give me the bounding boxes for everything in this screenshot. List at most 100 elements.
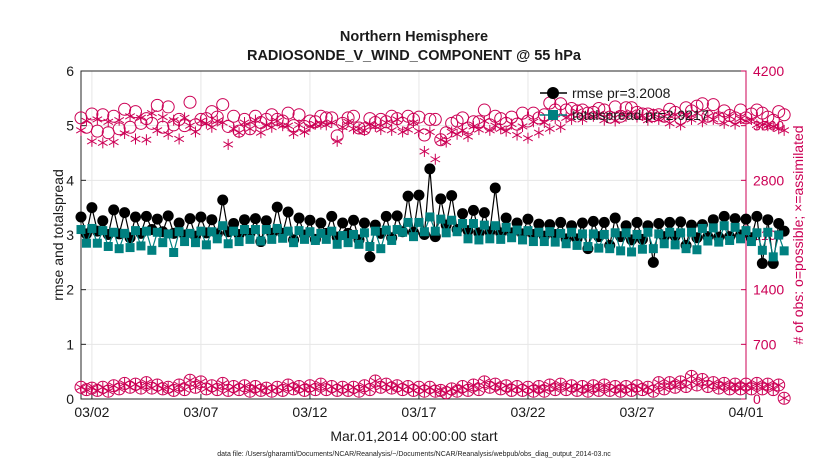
- asterisk-stroke: [648, 110, 659, 118]
- data-point: [348, 214, 360, 226]
- data-point: [588, 380, 599, 392]
- asterisk-stroke: [125, 113, 136, 120]
- data-point: [713, 109, 724, 121]
- data-point: [598, 216, 610, 228]
- data-point: [184, 213, 196, 225]
- y-left-tick-label: 4: [66, 172, 74, 188]
- data-point: [436, 214, 446, 224]
- data-point: [648, 244, 658, 254]
- asterisk-stroke: [419, 388, 430, 395]
- data-point: [458, 219, 468, 229]
- data-point: [419, 227, 429, 237]
- asterisk-stroke: [702, 383, 713, 390]
- data-point: [96, 108, 110, 122]
- data-point: [681, 110, 692, 122]
- asterisk-stroke: [294, 383, 305, 390]
- data-point: [359, 124, 370, 136]
- data-point: [238, 379, 252, 393]
- data-point: [212, 384, 223, 396]
- data-point: [626, 106, 637, 118]
- asterisk-stroke: [697, 118, 708, 125]
- data-point: [161, 100, 175, 114]
- asterisk-stroke: [135, 114, 146, 122]
- data-point: [495, 123, 506, 135]
- data-point: [266, 385, 277, 397]
- series-line: [80, 215, 785, 258]
- legend-spread-label: totalspread pr=2.9217: [572, 107, 709, 123]
- asterisk-stroke: [370, 377, 381, 385]
- y-axis-left-label: rmse and totalspread: [50, 169, 66, 301]
- data-point: [276, 383, 290, 397]
- asterisk-stroke: [664, 379, 675, 386]
- data-point: [185, 228, 195, 238]
- asterisk-stroke: [190, 128, 201, 136]
- x-tick-label: 03/17: [401, 404, 436, 420]
- data-point: [647, 256, 659, 268]
- x-tick-label: 03/02: [74, 404, 109, 420]
- data-point: [81, 238, 91, 248]
- data-point: [321, 234, 331, 244]
- legend-spread-marker: [548, 110, 558, 120]
- asterisk-stroke: [419, 148, 430, 155]
- data-point: [364, 384, 375, 396]
- data-point: [736, 234, 746, 244]
- data-point: [245, 234, 255, 244]
- asterisk-stroke: [495, 125, 506, 132]
- asterisk-stroke: [779, 395, 790, 402]
- data-point: [326, 117, 337, 129]
- asterisk-stroke: [441, 389, 452, 396]
- asterisk-stroke: [130, 135, 141, 143]
- data-point: [174, 379, 185, 391]
- data-point: [326, 381, 337, 393]
- asterisk-stroke: [522, 134, 533, 142]
- asterisk-stroke: [212, 386, 223, 393]
- asterisk-stroke: [719, 380, 730, 387]
- asterisk-stroke: [234, 386, 245, 393]
- asterisk-stroke: [544, 381, 555, 389]
- data-point: [205, 105, 219, 119]
- data-point: [283, 379, 294, 391]
- data-point: [304, 214, 316, 226]
- asterisk-stroke: [599, 117, 610, 124]
- asterisk-stroke: [452, 131, 463, 138]
- data-point: [156, 382, 170, 396]
- data-point: [239, 380, 250, 392]
- data-point: [109, 227, 119, 237]
- data-point: [544, 123, 555, 135]
- data-point: [413, 189, 425, 201]
- data-point: [376, 244, 386, 254]
- data-point: [243, 122, 257, 136]
- asterisk-stroke: [528, 118, 539, 125]
- data-point: [353, 385, 365, 397]
- asterisk-stroke: [681, 383, 692, 390]
- data-point: [272, 223, 282, 233]
- data-point: [686, 227, 696, 237]
- asterisk-stroke: [86, 384, 97, 392]
- data-point: [281, 106, 295, 120]
- data-point: [774, 230, 784, 240]
- data-point: [206, 380, 217, 392]
- data-point: [250, 225, 260, 235]
- data-point: [134, 381, 148, 395]
- asterisk-stroke: [81, 386, 92, 393]
- data-point: [349, 229, 359, 239]
- asterisk-stroke: [97, 384, 108, 391]
- data-point: [125, 243, 135, 253]
- data-point: [708, 223, 718, 233]
- legend-rmse-label: rmse pr=3.2008: [572, 85, 671, 101]
- data-point: [599, 379, 610, 391]
- data-point: [428, 112, 442, 126]
- data-point: [522, 132, 533, 144]
- asterisk-stroke: [555, 380, 566, 388]
- data-point: [751, 377, 762, 389]
- asterisk-stroke: [642, 384, 653, 391]
- data-point: [724, 383, 735, 395]
- data-point: [627, 247, 637, 257]
- data-point: [670, 109, 681, 121]
- asterisk-stroke: [462, 133, 474, 140]
- data-point: [473, 384, 484, 396]
- data-point: [375, 124, 386, 136]
- data-point: [206, 121, 217, 133]
- data-point: [424, 126, 435, 138]
- data-point: [594, 243, 604, 253]
